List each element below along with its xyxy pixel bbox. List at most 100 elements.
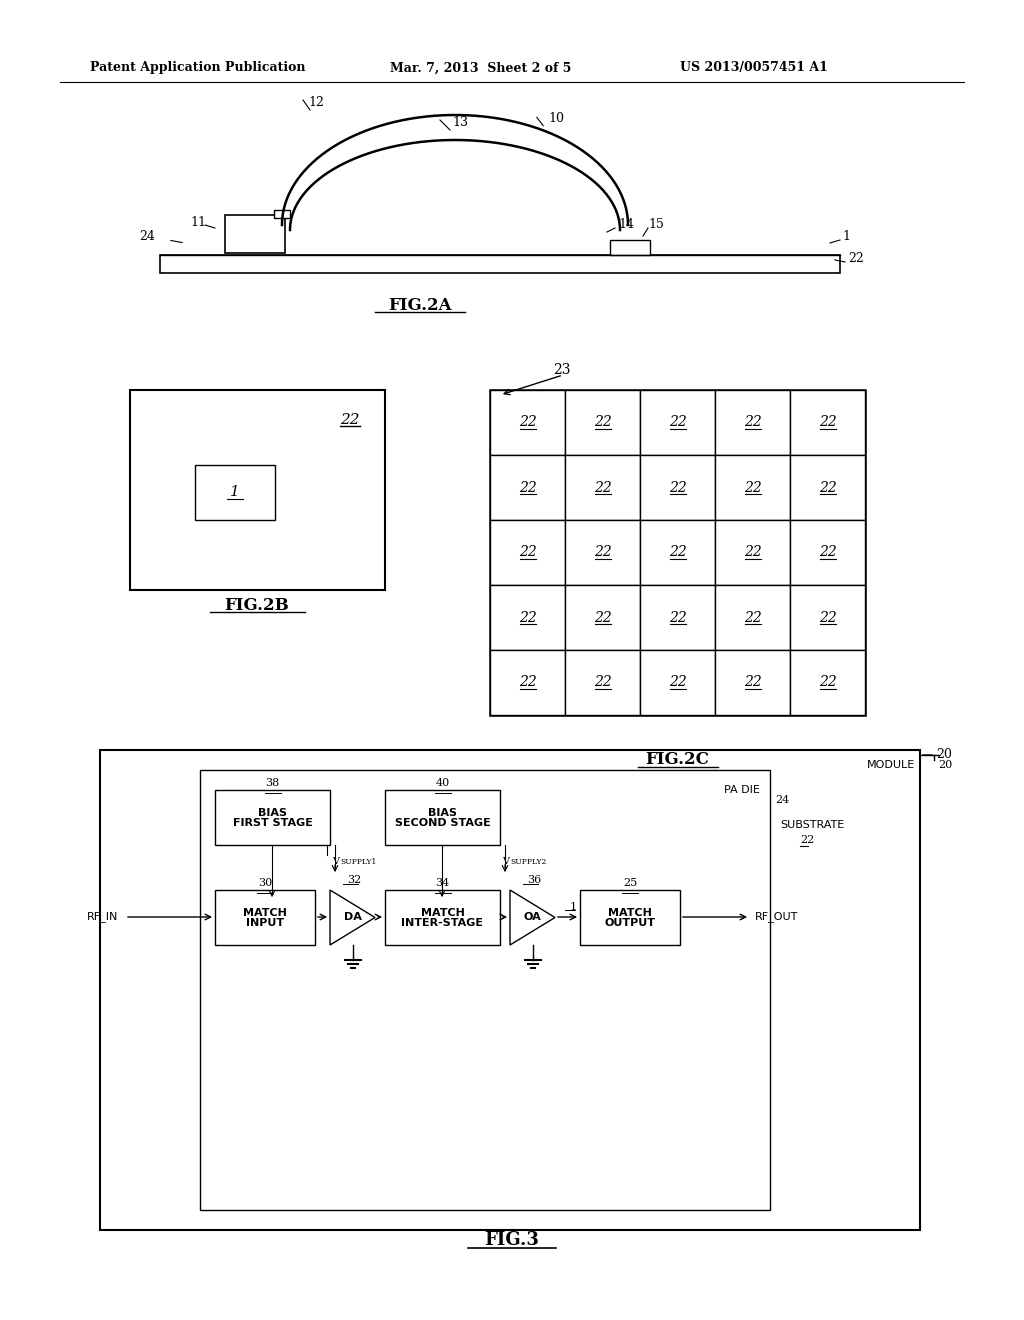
Text: 22: 22 [669, 480, 686, 495]
Bar [790, 585, 865, 649]
Text: 11: 11 [190, 215, 206, 228]
Text: 22: 22 [594, 610, 611, 624]
Text: 22: 22 [743, 610, 762, 624]
Bar [565, 649, 640, 715]
Text: V: V [502, 858, 509, 866]
Text: 22: 22 [669, 676, 686, 689]
Bar [610, 240, 650, 255]
Bar [385, 890, 500, 945]
Bar [640, 585, 715, 649]
Text: 22: 22 [669, 545, 686, 560]
Bar [640, 649, 715, 715]
Text: PA DIE: PA DIE [724, 785, 760, 795]
Text: 22: 22 [518, 416, 537, 429]
Text: FIG.2B: FIG.2B [224, 597, 290, 614]
Bar [640, 455, 715, 520]
Text: BIAS: BIAS [258, 808, 287, 817]
Bar [215, 789, 330, 845]
Text: 22: 22 [594, 676, 611, 689]
Text: 22: 22 [818, 545, 837, 560]
Bar [565, 455, 640, 520]
Bar [490, 389, 565, 455]
Bar [490, 520, 565, 585]
Text: INPUT: INPUT [246, 917, 284, 928]
Text: MATCH: MATCH [421, 908, 465, 917]
Text: SECOND STAGE: SECOND STAGE [394, 817, 490, 828]
Text: 1: 1 [842, 231, 850, 243]
Text: 14: 14 [618, 218, 634, 231]
Bar [200, 770, 770, 1210]
Polygon shape [510, 890, 555, 945]
Text: 13: 13 [452, 116, 468, 128]
Text: 22: 22 [340, 413, 359, 426]
Bar [130, 389, 385, 590]
Text: 1: 1 [570, 902, 578, 912]
Text: 22: 22 [743, 545, 762, 560]
Text: 20: 20 [936, 747, 952, 760]
Text: FIG.3: FIG.3 [484, 1232, 540, 1249]
Text: BIAS: BIAS [428, 808, 457, 817]
Text: RF_OUT: RF_OUT [755, 912, 799, 923]
Text: Patent Application Publication: Patent Application Publication [90, 62, 305, 74]
Text: 22: 22 [818, 610, 837, 624]
Text: SUPPLY2: SUPPLY2 [510, 858, 547, 866]
Bar [715, 389, 790, 455]
Bar [225, 215, 285, 253]
Text: 40: 40 [435, 777, 450, 788]
Text: 30: 30 [258, 878, 272, 888]
Text: SUBSTRATE: SUBSTRATE [780, 820, 844, 830]
Text: 10: 10 [548, 111, 564, 124]
Bar [565, 520, 640, 585]
Text: 24: 24 [139, 231, 155, 243]
Polygon shape [330, 890, 375, 945]
Text: 1: 1 [230, 486, 240, 499]
Text: US 2013/0057451 A1: US 2013/0057451 A1 [680, 62, 827, 74]
Bar [160, 255, 840, 273]
Text: MATCH: MATCH [608, 908, 652, 917]
Bar [100, 750, 920, 1230]
Bar [790, 455, 865, 520]
Text: 22: 22 [518, 545, 537, 560]
Bar [790, 520, 865, 585]
Bar [195, 465, 275, 520]
Bar [385, 789, 500, 845]
Bar [715, 585, 790, 649]
Text: 22: 22 [669, 416, 686, 429]
Text: FIG.2A: FIG.2A [388, 297, 452, 314]
Text: 24: 24 [775, 795, 790, 805]
Bar [274, 210, 290, 218]
Text: 20: 20 [938, 760, 952, 770]
Text: 22: 22 [594, 416, 611, 429]
Text: Mar. 7, 2013  Sheet 2 of 5: Mar. 7, 2013 Sheet 2 of 5 [390, 62, 571, 74]
Text: OUTPUT: OUTPUT [604, 917, 655, 928]
Bar [490, 585, 565, 649]
Text: SUPPLY1: SUPPLY1 [340, 858, 377, 866]
Text: 12: 12 [308, 96, 324, 110]
Text: 22: 22 [518, 676, 537, 689]
Text: V: V [332, 858, 339, 866]
Bar [580, 890, 680, 945]
Text: 38: 38 [265, 777, 280, 788]
Text: 22: 22 [818, 416, 837, 429]
Text: 25: 25 [623, 878, 637, 888]
Bar [640, 520, 715, 585]
Text: 23: 23 [553, 363, 570, 378]
Text: MODULE: MODULE [866, 760, 915, 770]
Bar [715, 520, 790, 585]
Bar [715, 649, 790, 715]
Text: 34: 34 [435, 878, 450, 888]
Text: RF_IN: RF_IN [87, 912, 118, 923]
Text: FIRST STAGE: FIRST STAGE [232, 817, 312, 828]
Bar [490, 455, 565, 520]
Bar [565, 585, 640, 649]
Text: 15: 15 [648, 218, 664, 231]
Text: MATCH: MATCH [243, 908, 287, 917]
Text: 22: 22 [594, 480, 611, 495]
Text: 22: 22 [743, 416, 762, 429]
Text: 22: 22 [518, 610, 537, 624]
Text: 22: 22 [594, 545, 611, 560]
Text: 22: 22 [669, 610, 686, 624]
Bar [490, 649, 565, 715]
Text: 22: 22 [818, 480, 837, 495]
Bar [215, 890, 315, 945]
